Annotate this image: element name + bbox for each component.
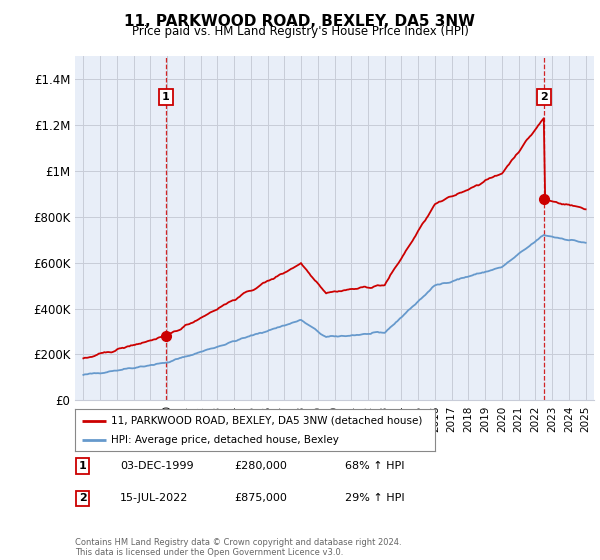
Text: 1: 1 [79,461,86,471]
Text: 2: 2 [79,493,86,503]
Text: 2: 2 [541,92,548,102]
Text: 03-DEC-1999: 03-DEC-1999 [120,461,194,471]
Text: 1: 1 [162,92,170,102]
Text: 29% ↑ HPI: 29% ↑ HPI [345,493,404,503]
Text: 11, PARKWOOD ROAD, BEXLEY, DA5 3NW: 11, PARKWOOD ROAD, BEXLEY, DA5 3NW [125,14,476,29]
Text: £875,000: £875,000 [234,493,287,503]
Text: 15-JUL-2022: 15-JUL-2022 [120,493,188,503]
Text: 68% ↑ HPI: 68% ↑ HPI [345,461,404,471]
Text: HPI: Average price, detached house, Bexley: HPI: Average price, detached house, Bexl… [111,435,339,445]
Text: 11, PARKWOOD ROAD, BEXLEY, DA5 3NW (detached house): 11, PARKWOOD ROAD, BEXLEY, DA5 3NW (deta… [111,416,422,426]
Text: Price paid vs. HM Land Registry's House Price Index (HPI): Price paid vs. HM Land Registry's House … [131,25,469,38]
Text: £280,000: £280,000 [234,461,287,471]
Text: Contains HM Land Registry data © Crown copyright and database right 2024.
This d: Contains HM Land Registry data © Crown c… [75,538,401,557]
